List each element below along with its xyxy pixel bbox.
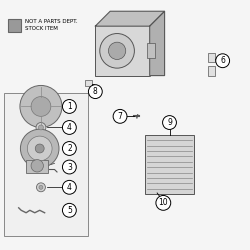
Circle shape: [27, 136, 52, 161]
Text: 3: 3: [67, 162, 72, 172]
Text: 1: 1: [67, 102, 72, 111]
Circle shape: [35, 144, 44, 153]
Circle shape: [62, 203, 76, 217]
Circle shape: [38, 125, 44, 130]
Circle shape: [113, 110, 127, 123]
Bar: [86, 80, 91, 86]
Circle shape: [31, 160, 44, 172]
Bar: [26, 160, 48, 173]
FancyBboxPatch shape: [4, 93, 88, 236]
Text: 6: 6: [220, 56, 225, 65]
Circle shape: [62, 142, 76, 156]
Circle shape: [36, 122, 46, 132]
Text: 7: 7: [118, 112, 122, 121]
Circle shape: [156, 196, 171, 210]
Circle shape: [20, 86, 62, 128]
Circle shape: [108, 42, 126, 59]
Text: 2: 2: [67, 144, 72, 153]
Bar: [208, 52, 215, 62]
Text: 8: 8: [93, 87, 98, 96]
Circle shape: [62, 120, 76, 134]
Bar: [145, 135, 194, 194]
Text: 4: 4: [67, 123, 72, 132]
Circle shape: [36, 183, 46, 192]
Circle shape: [88, 85, 102, 98]
Bar: [208, 66, 215, 76]
Polygon shape: [150, 11, 164, 76]
Text: 10: 10: [158, 198, 168, 207]
Bar: [147, 44, 155, 58]
Polygon shape: [95, 11, 164, 26]
Circle shape: [39, 185, 43, 189]
Bar: [95, 26, 150, 76]
Circle shape: [100, 34, 134, 68]
Circle shape: [62, 160, 76, 174]
Text: NOT A PARTS DEPT.
STOCK ITEM: NOT A PARTS DEPT. STOCK ITEM: [25, 19, 78, 31]
Circle shape: [20, 129, 59, 168]
Text: 4: 4: [67, 183, 72, 192]
Circle shape: [216, 54, 230, 68]
Circle shape: [62, 100, 76, 114]
Text: 5: 5: [67, 206, 72, 215]
Circle shape: [31, 96, 51, 116]
Circle shape: [162, 116, 176, 130]
Bar: [8, 19, 21, 32]
Circle shape: [62, 180, 76, 194]
Text: 9: 9: [167, 118, 172, 127]
